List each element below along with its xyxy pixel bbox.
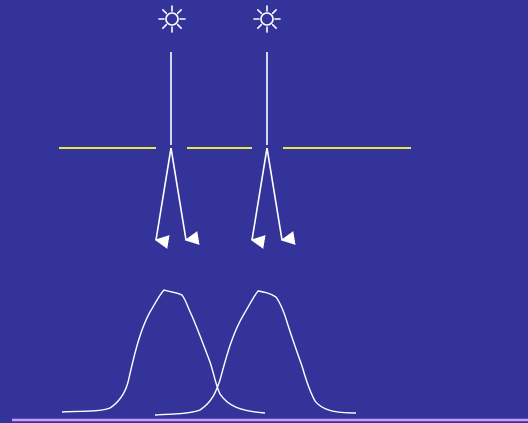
sun-icon: [253, 5, 281, 33]
diffracted-ray-right-b: [266, 147, 296, 245]
diffracted-ray-left-a: [154, 147, 172, 249]
sun-icon: [158, 5, 186, 33]
intensity-peak-left: [61, 289, 266, 414]
diffracted-ray-right-a: [250, 147, 268, 249]
diffracted-ray-left-b: [170, 147, 200, 245]
intensity-peak-right: [154, 290, 357, 416]
